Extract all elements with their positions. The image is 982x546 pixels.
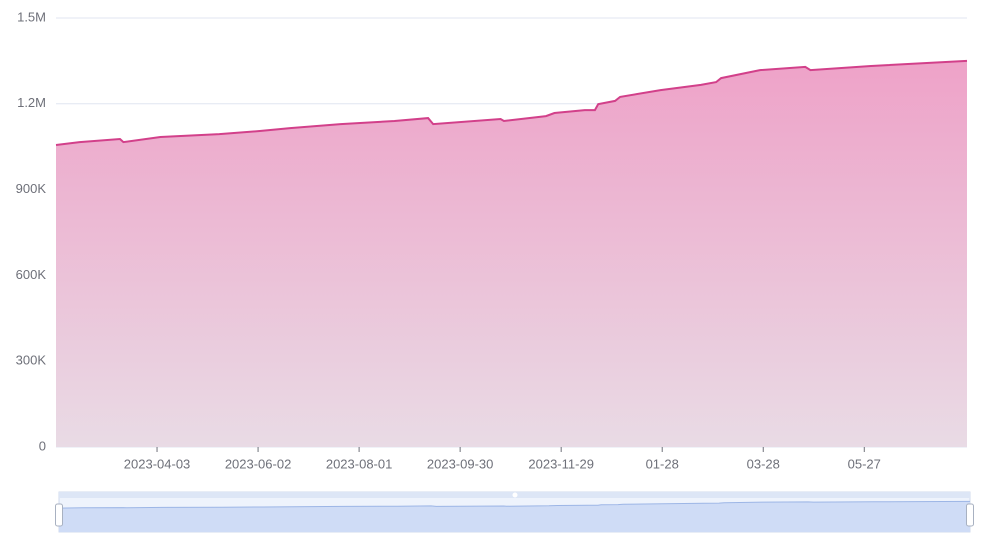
slider-handle[interactable]	[55, 503, 63, 527]
x-tick-label: 05-27	[848, 456, 881, 471]
slider-area	[59, 501, 970, 532]
y-tick-label: 0	[39, 438, 46, 453]
y-tick-label: 900K	[16, 181, 47, 196]
line	[55, 59, 968, 146]
y-tick-label: 600K	[16, 267, 47, 282]
area	[56, 60, 967, 448]
x-tick-label: 2023-09-30	[427, 456, 494, 471]
x-tick-label: 2023-11-29	[528, 456, 594, 471]
x-tick-label: 01-28	[646, 456, 679, 471]
y-tick-label: 1.2M	[17, 95, 46, 110]
y-tick-label: 1.5M	[17, 9, 46, 24]
y-tick-label: 300K	[16, 353, 47, 368]
slider-move-handle[interactable]	[512, 492, 518, 498]
slider-line	[58, 500, 971, 509]
x-tick-label: 2023-04-03	[124, 456, 191, 471]
x-tick-label: 2023-06-02	[225, 456, 292, 471]
x-tick-label: 2023-08-01	[326, 456, 393, 471]
data-zoom-slider[interactable]	[55, 491, 974, 533]
slider-handle[interactable]	[966, 503, 974, 527]
x-tick-label: 03-28	[747, 456, 780, 471]
